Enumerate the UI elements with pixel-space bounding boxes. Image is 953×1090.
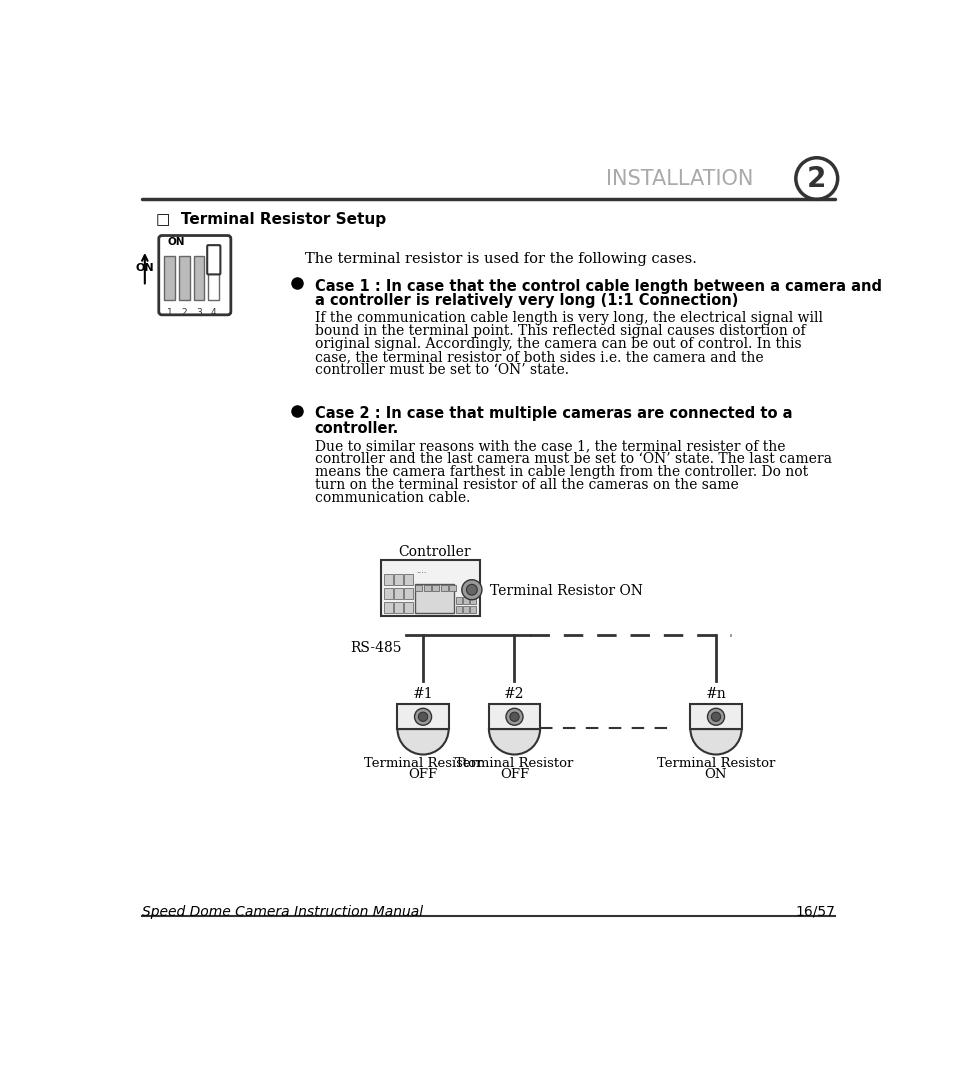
Text: bound in the terminal point. This reflected signal causes distortion of: bound in the terminal point. This reflec…: [314, 324, 804, 338]
Bar: [690, 704, 740, 729]
Bar: [415, 583, 454, 613]
Bar: [463, 606, 468, 613]
Bar: [488, 704, 539, 729]
Circle shape: [707, 708, 723, 725]
Text: Terminal Resistor: Terminal Resistor: [363, 756, 481, 770]
Text: a controller is relatively very long (1:1 Connection): a controller is relatively very long (1:…: [314, 293, 738, 308]
Wedge shape: [690, 729, 740, 754]
Text: ....: ....: [416, 566, 426, 574]
Text: 2: 2: [806, 165, 825, 193]
Text: 16/57: 16/57: [795, 905, 835, 919]
Bar: [394, 589, 402, 600]
Bar: [397, 704, 448, 729]
Bar: [208, 255, 219, 300]
Text: □  Terminal Resistor Setup: □ Terminal Resistor Setup: [156, 211, 386, 227]
Bar: [404, 602, 413, 613]
Bar: [463, 596, 468, 604]
Circle shape: [418, 712, 427, 722]
Circle shape: [509, 712, 518, 722]
Text: Case 1 : In case that the control cable length between a camera and: Case 1 : In case that the control cable …: [314, 279, 881, 293]
Text: ON: ON: [167, 238, 184, 247]
Text: OFF: OFF: [408, 768, 437, 782]
FancyBboxPatch shape: [207, 245, 220, 275]
Text: #n: #n: [705, 687, 725, 701]
Text: If the communication cable length is very long, the electrical signal will: If the communication cable length is ver…: [314, 311, 821, 325]
Text: Terminal Resistor ON: Terminal Resistor ON: [489, 583, 642, 597]
Bar: [470, 606, 476, 613]
Text: Case 2 : In case that multiple cameras are connected to a: Case 2 : In case that multiple cameras a…: [314, 407, 791, 422]
Text: #2: #2: [504, 687, 524, 701]
Wedge shape: [488, 729, 539, 754]
Text: Speed Dome Camera Instruction Manual: Speed Dome Camera Instruction Manual: [142, 905, 423, 919]
Bar: [381, 560, 480, 616]
Bar: [384, 602, 393, 613]
Text: Terminal Resistor: Terminal Resistor: [656, 756, 775, 770]
Bar: [423, 585, 431, 591]
Text: Due to similar reasons with the case 1, the terminal resister of the: Due to similar reasons with the case 1, …: [314, 439, 784, 452]
Bar: [394, 574, 402, 585]
Text: communication cable.: communication cable.: [314, 492, 470, 505]
Bar: [432, 585, 439, 591]
Text: RS-485: RS-485: [350, 641, 401, 655]
Text: 4: 4: [211, 307, 216, 317]
Bar: [404, 589, 413, 600]
Bar: [394, 602, 402, 613]
Text: controller must be set to ‘ON’ state.: controller must be set to ‘ON’ state.: [314, 363, 568, 377]
Text: #1: #1: [413, 687, 433, 701]
Text: case, the terminal resistor of both sides i.e. the camera and the: case, the terminal resistor of both side…: [314, 350, 762, 364]
Text: original signal. Accordingly, the camera can be out of control. In this: original signal. Accordingly, the camera…: [314, 337, 801, 351]
Bar: [164, 255, 174, 300]
Text: 1: 1: [167, 307, 172, 317]
Bar: [193, 255, 204, 300]
Bar: [384, 574, 393, 585]
Circle shape: [461, 580, 481, 600]
Text: 3: 3: [196, 307, 202, 317]
Bar: [179, 255, 190, 300]
Bar: [440, 585, 447, 591]
Text: 2: 2: [181, 307, 187, 317]
FancyBboxPatch shape: [158, 235, 231, 315]
Bar: [449, 585, 456, 591]
Text: controller and the last camera must be set to ‘ON’ state. The last camera: controller and the last camera must be s…: [314, 452, 831, 465]
Text: ON: ON: [135, 263, 154, 272]
Text: turn on the terminal resistor of all the cameras on the same: turn on the terminal resistor of all the…: [314, 479, 738, 492]
Circle shape: [466, 584, 476, 595]
Text: INSTALLATION: INSTALLATION: [605, 169, 753, 189]
Wedge shape: [397, 729, 448, 754]
Circle shape: [505, 708, 522, 725]
Bar: [470, 596, 476, 604]
Bar: [456, 596, 461, 604]
Circle shape: [415, 708, 431, 725]
Text: The terminal resistor is used for the following cases.: The terminal resistor is used for the fo…: [305, 253, 697, 266]
Circle shape: [711, 712, 720, 722]
Text: Controller: Controller: [397, 545, 471, 559]
Bar: [404, 574, 413, 585]
Text: OFF: OFF: [499, 768, 529, 782]
Text: ON: ON: [704, 768, 726, 782]
Bar: [456, 606, 461, 613]
Bar: [384, 589, 393, 600]
Text: controller.: controller.: [314, 421, 398, 436]
Bar: [415, 585, 422, 591]
Text: means the camera farthest in cable length from the controller. Do not: means the camera farthest in cable lengt…: [314, 465, 807, 479]
Text: Terminal Resistor: Terminal Resistor: [455, 756, 573, 770]
